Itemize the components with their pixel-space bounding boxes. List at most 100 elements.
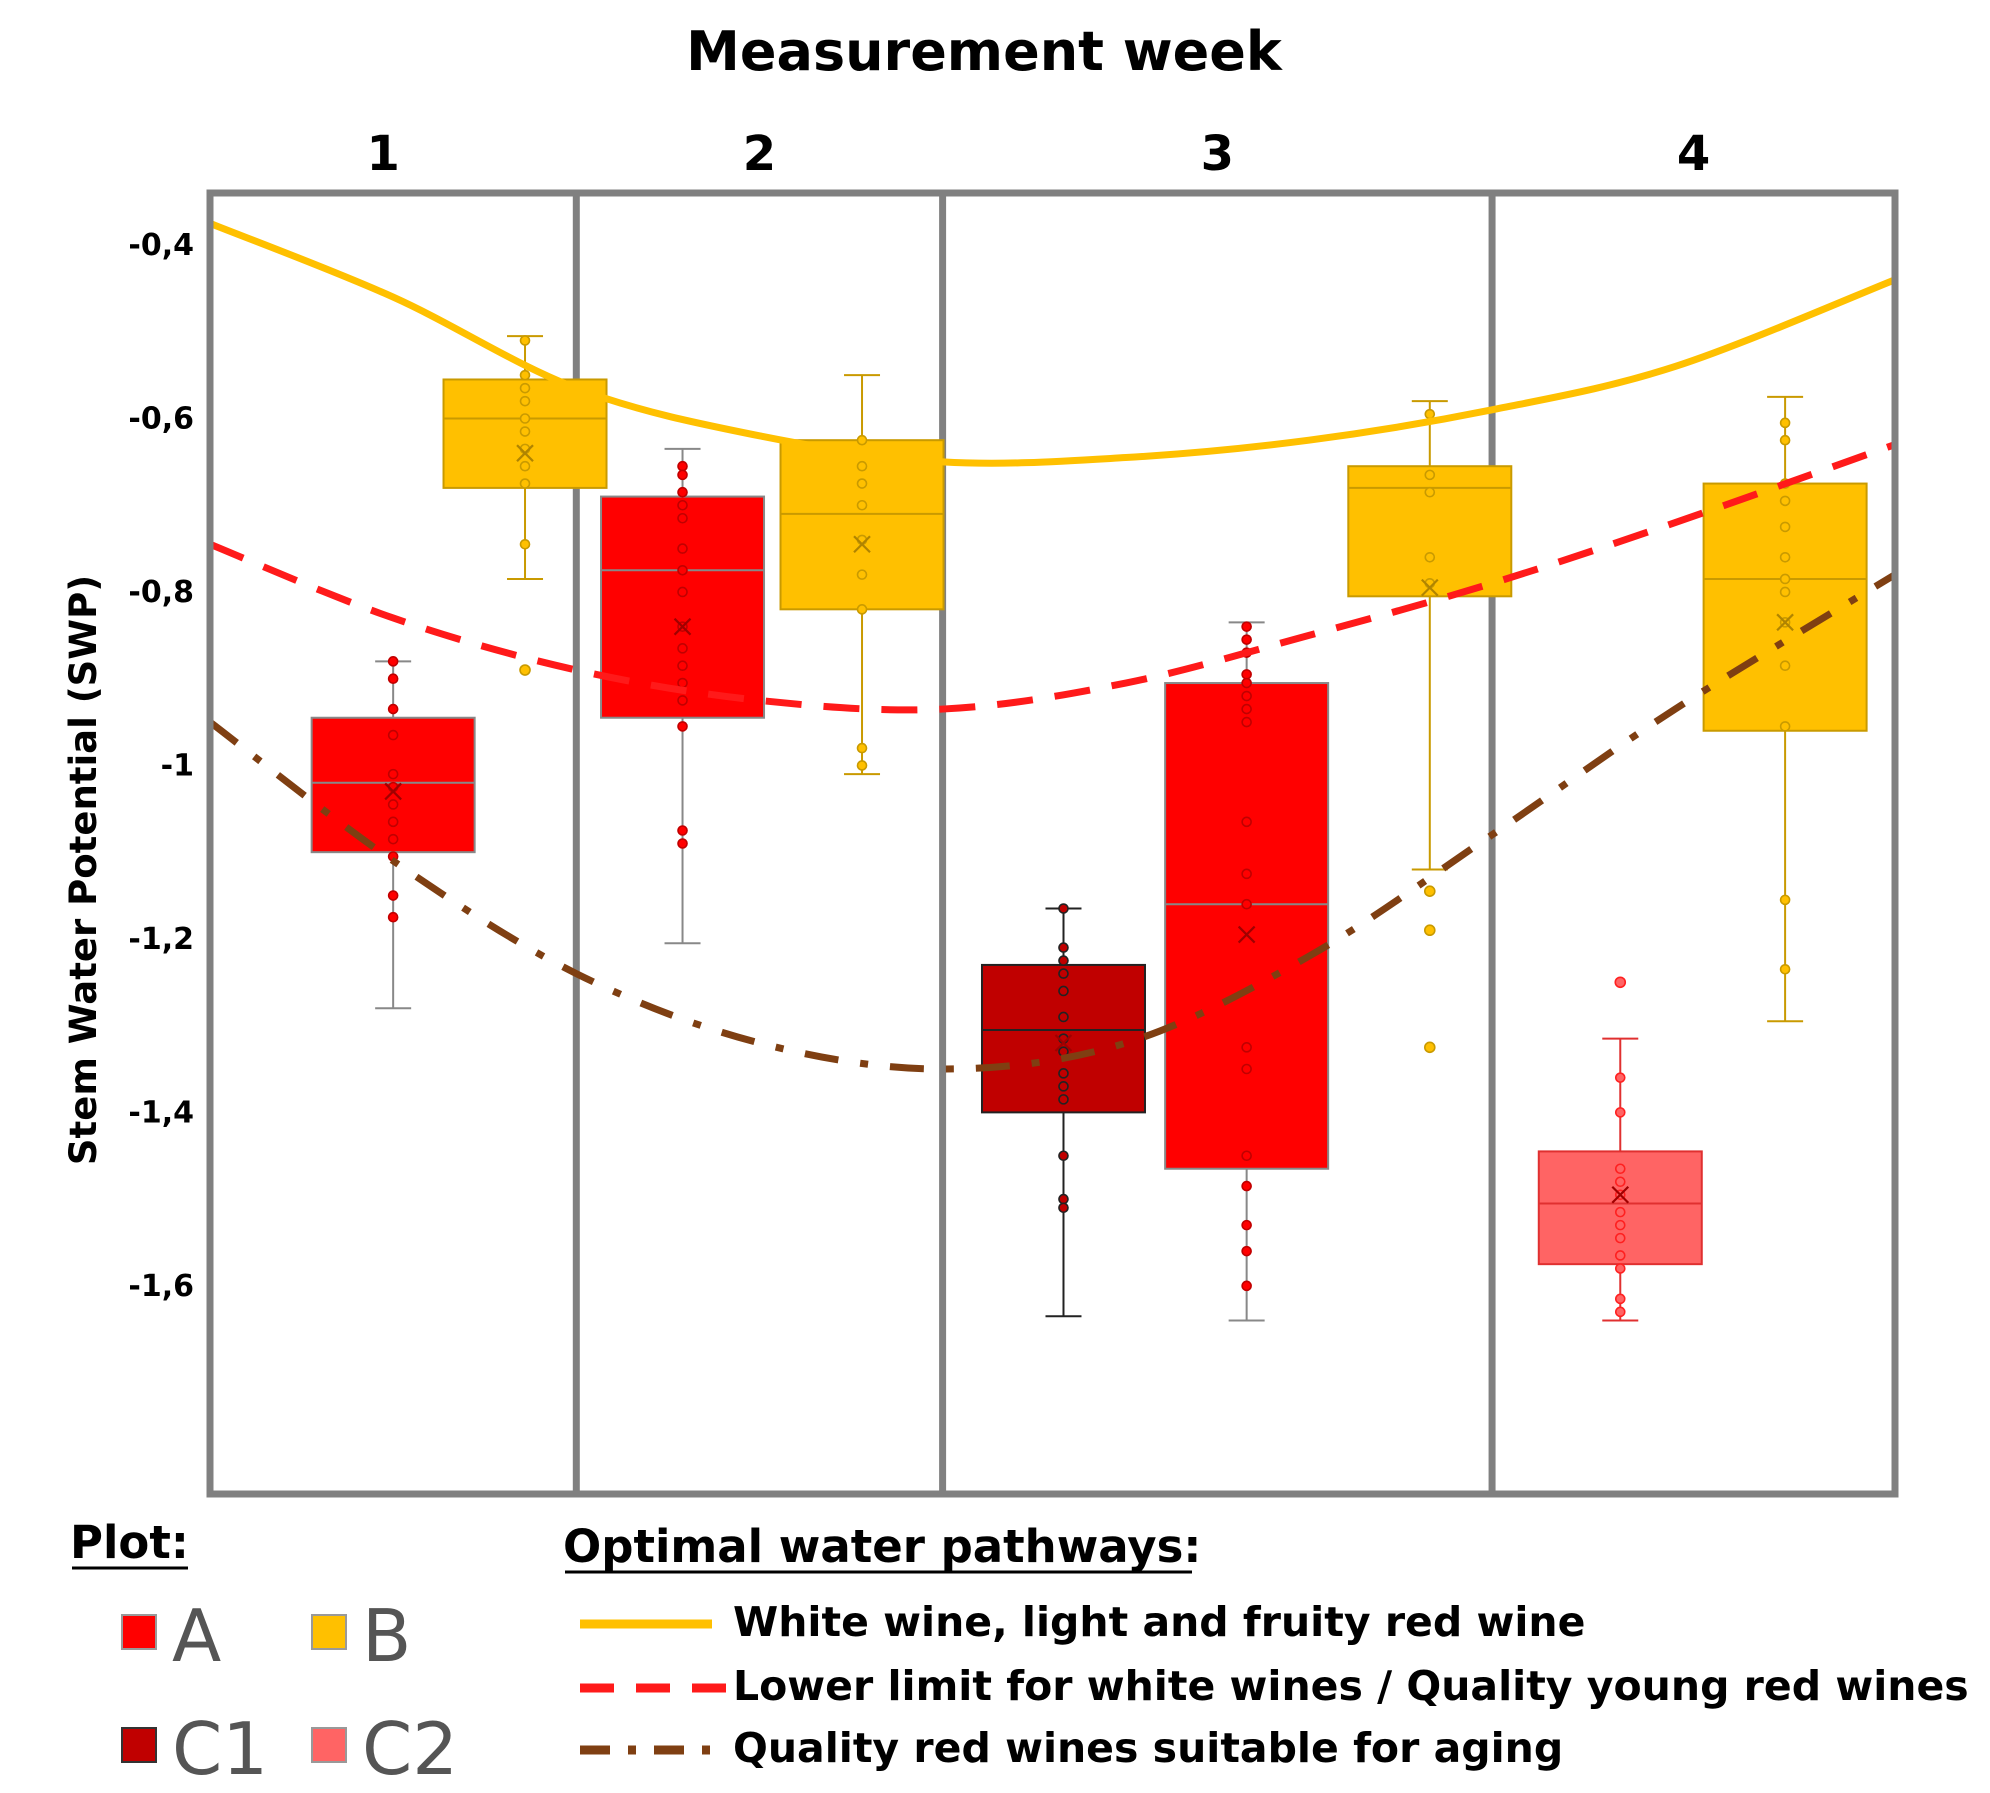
data-point [387, 656, 399, 667]
data-point [1614, 1293, 1626, 1305]
legend-swatch-c2 [311, 1727, 347, 1763]
data-point [1058, 1081, 1069, 1092]
mean-marker [673, 617, 692, 636]
legend-label-b: B [362, 1594, 411, 1678]
legend-swatch-b [311, 1614, 347, 1650]
data-point [1614, 1250, 1626, 1261]
data-point [1779, 495, 1791, 507]
data-point [1241, 1219, 1252, 1231]
data-point [1241, 816, 1252, 828]
data-point [856, 499, 868, 511]
plot-legend: Plot: A B C1 C2 [70, 1516, 458, 1791]
data-point [1241, 1150, 1252, 1162]
data-point [1241, 898, 1252, 910]
legend-text-dashdot: Quality red wines suitable for aging [733, 1724, 1563, 1772]
week-labels: 1 2 3 4 [366, 126, 1710, 182]
data-point [1241, 1280, 1252, 1292]
data-point [1058, 942, 1069, 953]
week-label-3: 3 [1201, 126, 1234, 182]
legend-swatch-a [121, 1614, 157, 1650]
data-point [519, 460, 531, 472]
data-point [677, 469, 688, 481]
data-point [1241, 669, 1252, 680]
data-point [677, 486, 688, 498]
y-tick-label: -1,4 [128, 1095, 194, 1130]
data-point [1779, 586, 1791, 598]
box-week3-plot-c1 [980, 903, 1146, 1318]
data-point [677, 499, 688, 511]
data-point [1241, 1180, 1252, 1192]
data-point [387, 911, 399, 923]
data-point [1241, 1063, 1252, 1075]
legend-swatch-c1 [121, 1727, 157, 1763]
data-point [677, 586, 688, 598]
legend-label-c1: C1 [172, 1707, 268, 1791]
data-point [1241, 677, 1252, 689]
week-label-4: 4 [1677, 126, 1710, 182]
pathway-solid-curve [208, 220, 1897, 467]
data-point [1779, 573, 1791, 585]
data-point [387, 799, 399, 810]
mean-marker [853, 535, 871, 554]
box-iqr [1164, 682, 1330, 1170]
data-point [677, 677, 688, 689]
data-point [1241, 634, 1252, 645]
data-point [519, 382, 531, 394]
box-week1-plot-a [310, 656, 476, 1010]
data-point [1779, 551, 1791, 563]
y-tick-label: -0,6 [128, 402, 194, 437]
data-point [856, 604, 868, 615]
data-point [677, 564, 688, 576]
data-point [1241, 621, 1252, 632]
mean-marker [516, 444, 534, 462]
box-iqr [1347, 465, 1513, 598]
data-point [1424, 486, 1436, 498]
data-point [856, 478, 868, 489]
data-point [387, 816, 399, 828]
data-point [519, 538, 531, 550]
data-point [677, 512, 688, 524]
plot-area [207, 193, 1897, 1494]
box-week3-plot-a [1164, 621, 1330, 1322]
data-point [677, 695, 688, 706]
y-tick-label: -0,4 [128, 228, 194, 263]
data-point [1424, 408, 1436, 420]
data-point [1779, 434, 1791, 446]
data-point [387, 890, 399, 901]
data-point [519, 426, 531, 437]
data-point [519, 478, 531, 489]
mean-marker [1776, 613, 1794, 632]
week-label-2: 2 [743, 126, 776, 182]
data-point [1614, 1107, 1626, 1118]
data-point [1779, 521, 1791, 533]
data-point [856, 742, 868, 754]
week-label-1: 1 [366, 126, 399, 182]
y-tick-labels: -0,4 -0,6 -0,8 -1 -1,2 -1,4 -1,6 [128, 228, 194, 1304]
data-point [1058, 1011, 1069, 1023]
data-point [1058, 903, 1069, 914]
data-point [1614, 1263, 1626, 1274]
box-week4-plot-b [1702, 395, 1868, 1023]
y-tick-label: -1,2 [128, 922, 194, 957]
data-point [1058, 1193, 1069, 1205]
data-point [1614, 1176, 1626, 1188]
data-point [1058, 1094, 1069, 1105]
y-tick-label: -1,6 [128, 1269, 194, 1304]
y-tick-label: -1 [161, 748, 194, 783]
data-point [1058, 955, 1069, 966]
data-point [1058, 1068, 1069, 1079]
data-point [1241, 716, 1252, 728]
data-point [1614, 1163, 1626, 1175]
outlier-point [1614, 976, 1627, 989]
data-point [1424, 469, 1436, 481]
data-point [1058, 968, 1069, 979]
data-point [677, 460, 688, 472]
y-tick-label: -0,8 [128, 575, 194, 610]
legend-text-solid: White wine, light and fruity red wine [733, 1598, 1585, 1646]
outlier-point [1423, 885, 1436, 898]
data-point [677, 838, 688, 849]
data-point [1241, 690, 1252, 702]
data-point [1058, 985, 1069, 997]
mean-marker [1611, 1185, 1630, 1204]
data-point [519, 395, 531, 407]
